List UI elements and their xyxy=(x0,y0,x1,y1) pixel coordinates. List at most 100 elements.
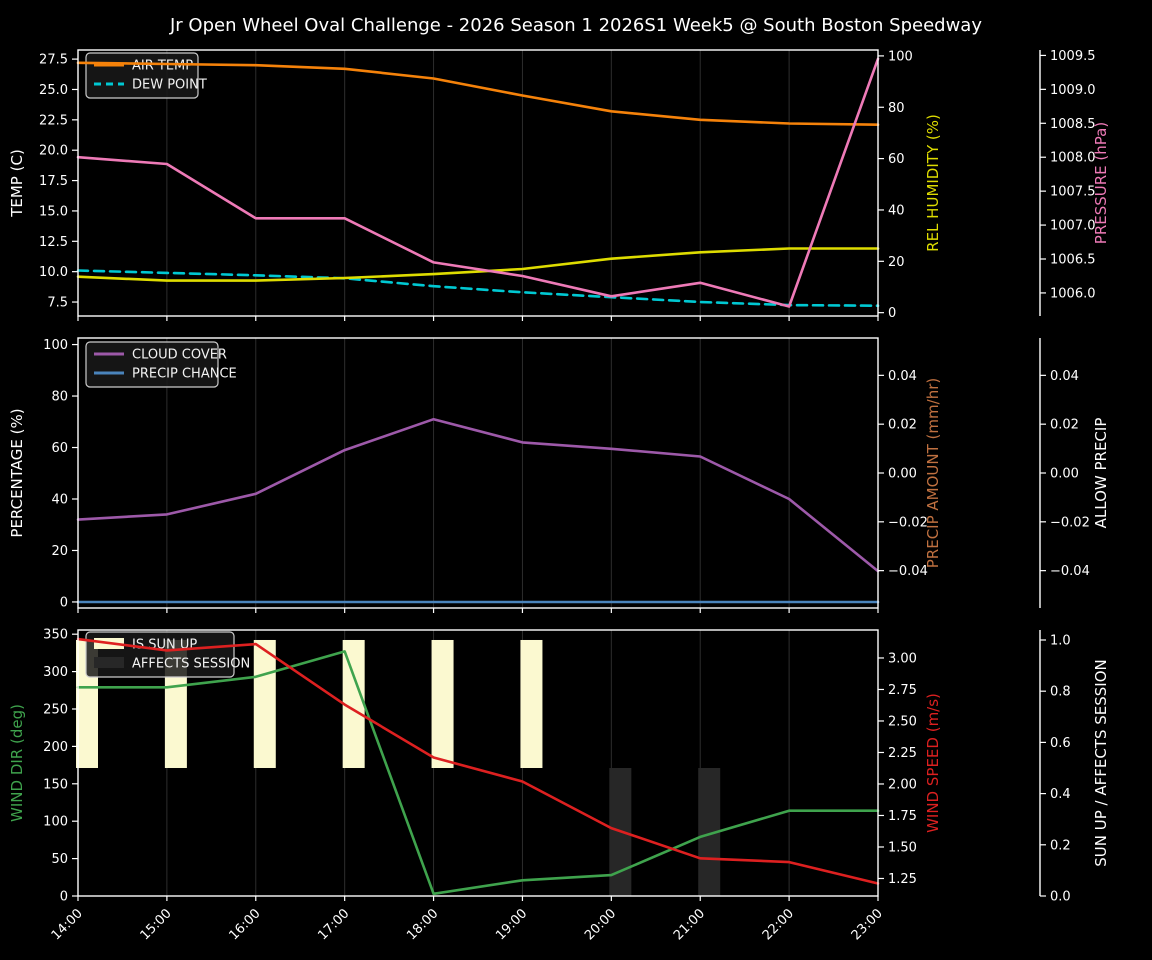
y-tick-label-pct: 80 xyxy=(51,390,68,405)
page-title: Jr Open Wheel Oval Challenge - 2026 Seas… xyxy=(170,15,982,36)
y-tick-label-amt: 0.00 xyxy=(888,467,917,482)
y-tick-label-pres: 1009.5 xyxy=(1050,49,1096,64)
axis-label-percentage: PERCENTAGE (%) xyxy=(8,408,26,537)
y-tick-label-pct: 20 xyxy=(51,544,68,559)
x-tick-label: 17:00 xyxy=(315,906,352,943)
y-tick-label-amt: 0.02 xyxy=(888,418,917,433)
y-tick-label-temp: 15.0 xyxy=(39,204,68,219)
x-tick-label: 19:00 xyxy=(493,906,530,943)
y-tick-label-spd: 1.50 xyxy=(888,840,917,855)
axis-label-wind-dir-deg: WIND DIR (deg) xyxy=(8,704,26,822)
y-tick-label-sun: 0.6 xyxy=(1050,736,1071,751)
axis-label-sun-up-affects-session: SUN UP / AFFECTS SESSION xyxy=(1092,659,1110,867)
series-rel-humidity xyxy=(76,247,880,282)
affects-session-bar xyxy=(698,767,721,896)
x-tick-label: 22:00 xyxy=(760,906,797,943)
y-tick-label-sun: 1.0 xyxy=(1050,633,1071,648)
y-tick-label-dir: 350 xyxy=(43,628,68,643)
y-tick-label-pct: 100 xyxy=(43,338,68,353)
y-tick-label-hum: 0 xyxy=(888,306,896,321)
x-tick-label: 20:00 xyxy=(582,906,619,943)
y-tick-label-hum: 80 xyxy=(888,101,905,116)
y-tick-label-pres: 1007.0 xyxy=(1050,219,1096,234)
y-tick-label-amt: −0.02 xyxy=(888,515,928,530)
y-tick-label-temp: 10.0 xyxy=(39,265,68,280)
axis-label-rel-humidity: REL HUMIDITY (%) xyxy=(924,114,942,252)
axis-label-pressure-hpa: PRESSURE (hPa) xyxy=(1092,122,1110,244)
y-tick-label-pres: 1006.5 xyxy=(1050,253,1096,268)
y-tick-label-allow: 0.04 xyxy=(1050,369,1079,384)
series-wind-dir xyxy=(76,650,880,896)
y-tick-label-pres: 1008.5 xyxy=(1050,117,1096,132)
affects-session-legend-label: AFFECTS SESSION xyxy=(132,657,250,672)
axis-label-allow-precip: ALLOW PRECIP xyxy=(1092,418,1110,529)
y-tick-label-pres: 1009.0 xyxy=(1050,83,1096,98)
y-tick-label-hum: 100 xyxy=(888,49,913,64)
axis-label-temp-c: TEMP (C) xyxy=(8,149,26,218)
x-tick-label: 21:00 xyxy=(671,906,708,943)
legend-cloud-precip: CLOUD COVER PRECIP CHANCE xyxy=(85,341,237,388)
y-tick-label-temp: 25.0 xyxy=(39,83,68,98)
y-tick-label-dir: 200 xyxy=(43,740,68,755)
air-temp-legend-label: AIR TEMP xyxy=(132,59,193,74)
precip-chance-legend-label: PRECIP CHANCE xyxy=(132,367,237,382)
x-tick-label: 16:00 xyxy=(227,906,264,943)
y-tick-label-pct: 40 xyxy=(51,492,68,507)
series-air-temp xyxy=(76,61,880,126)
y-tick-label-sun: 0.4 xyxy=(1050,787,1071,802)
y-tick-label-dir: 100 xyxy=(43,815,68,830)
y-tick-label-amt: 0.04 xyxy=(888,369,917,384)
y-tick-label-dir: 300 xyxy=(43,665,68,680)
affects-session-legend-swatch xyxy=(94,657,124,668)
y-tick-label-dir: 150 xyxy=(43,777,68,792)
y-tick-label-spd: 2.75 xyxy=(888,683,917,698)
y-tick-label-sun: 0.2 xyxy=(1050,838,1071,853)
series-pressure xyxy=(76,57,880,308)
sun-up-bar xyxy=(520,639,543,768)
y-tick-label-spd: 3.00 xyxy=(888,651,917,666)
sun-up-bar xyxy=(431,639,454,768)
y-tick-label-spd: 2.25 xyxy=(888,746,917,761)
dew-point-legend-label: DEW POINT xyxy=(132,78,207,93)
y-tick-label-pres: 1007.5 xyxy=(1050,185,1096,200)
series-cloud-cover xyxy=(76,417,880,573)
panel-temperature-humidity-pressure: AIR TEMP DEW POINT 7.5 10.0 12.5 15.0 17.5 20.0… xyxy=(8,49,1110,321)
sun-up-bar xyxy=(342,639,365,768)
y-tick-label-temp: 22.5 xyxy=(39,113,68,128)
panel-cloud-precip: CLOUD COVER PRECIP CHANCE 0 20 40 60 80 100 PERC… xyxy=(8,337,1110,613)
y-tick-label-temp: 17.5 xyxy=(39,174,68,189)
y-tick-label-temp: 7.5 xyxy=(47,296,68,311)
sun-up-bar xyxy=(253,639,276,768)
series-wind-speed xyxy=(76,637,880,885)
y-tick-label-pct: 0 xyxy=(60,595,68,610)
y-tick-label-pct: 60 xyxy=(51,441,68,456)
legend-temperature-humidity-pressure: AIR TEMP DEW POINT xyxy=(85,52,207,99)
y-tick-label-sun: 0.8 xyxy=(1050,685,1071,700)
y-tick-label-hum: 40 xyxy=(888,203,905,218)
y-tick-label-dir: 0 xyxy=(60,890,68,905)
y-tick-label-allow: −0.02 xyxy=(1050,515,1090,530)
plot-border xyxy=(77,49,879,317)
cloud-cover-legend-label: CLOUD COVER xyxy=(132,348,227,363)
y-tick-label-allow: 0.00 xyxy=(1050,467,1079,482)
y-tick-label-temp: 27.5 xyxy=(39,53,68,68)
x-tick-label: 14:00 xyxy=(49,906,86,943)
y-tick-label-spd: 1.25 xyxy=(888,872,917,887)
y-tick-label-pres: 1006.0 xyxy=(1050,286,1096,301)
y-tick-label-amt: −0.04 xyxy=(888,564,928,579)
y-tick-label-spd: 2.00 xyxy=(888,777,917,792)
y-tick-label-dir: 50 xyxy=(51,852,68,867)
plot-border xyxy=(77,629,879,897)
y-tick-label-temp: 12.5 xyxy=(39,235,68,250)
y-tick-label-sun: 0.0 xyxy=(1050,890,1071,905)
y-tick-label-hum: 60 xyxy=(888,152,905,167)
y-tick-label-allow: 0.02 xyxy=(1050,418,1079,433)
y-tick-label-dir: 250 xyxy=(43,702,68,717)
y-tick-label-hum: 20 xyxy=(888,255,905,270)
y-tick-label-temp: 20.0 xyxy=(39,144,68,159)
y-tick-label-spd: 1.75 xyxy=(888,809,917,824)
series-dew-point xyxy=(76,269,880,308)
